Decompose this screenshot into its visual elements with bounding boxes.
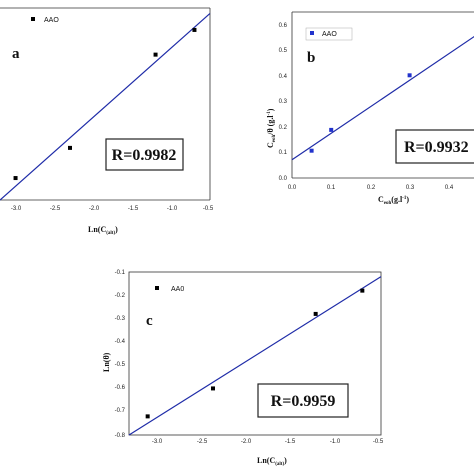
panel-c-r-box — [257, 383, 349, 418]
panel-b-ytick-5: 0.5 — [279, 48, 288, 54]
panel-a-xtick-1: -2.5 — [50, 206, 61, 212]
panel-a-data-point — [13, 176, 18, 181]
panel-c-axes — [128, 271, 382, 436]
panel-a-x-label: Ln(C(alt)) — [88, 225, 118, 236]
panel-c-annotation: R=0.9959 — [257, 383, 349, 418]
panel-a-axes — [0, 7, 211, 201]
panel-b-x-ticks: 0.0 0.1 0.2 0.3 0.4 — [288, 185, 454, 191]
panel-c-plot-area — [128, 276, 382, 436]
panel-b-fit-line — [291, 35, 474, 161]
panel-a-xtick-0: -3.0 — [11, 206, 22, 212]
panel-b-annotation: R=0.9932 — [395, 129, 474, 164]
panel-a-x-ticks: -3.0 -2.5 -2.0 -1.5 -1.0 -0.5 — [11, 206, 214, 212]
panel-a-legend: AAO — [31, 17, 59, 24]
panel-c-y-label: Ln(θ) — [102, 352, 111, 372]
panel-c-legend-marker — [155, 286, 159, 290]
panel-b-data-point — [407, 73, 412, 78]
panel-a-letter: a — [12, 46, 20, 62]
panel-b-data-point — [309, 148, 314, 153]
panel-c-ytick-4: -0.5 — [115, 362, 126, 368]
panel-b-xtick-3: 0.3 — [406, 185, 415, 191]
panel-b-y-ticks: 0.0 0.1 0.2 0.3 0.4 0.5 0.6 — [279, 23, 288, 182]
panel-a-xtick-4: -1.0 — [167, 206, 178, 212]
panel-a-xtick-3: -1.5 — [128, 206, 139, 212]
panel-b-ytick-6: 0.6 — [279, 23, 288, 29]
panel-a-xtick-2: -2.0 — [89, 206, 100, 212]
panel-a-annotation: R=0.9982 — [105, 138, 184, 171]
panel-a-legend-marker — [31, 17, 35, 21]
panel-b-ytick-1: 0.1 — [279, 150, 288, 156]
panel-c-xtick-0: -3.0 — [152, 439, 163, 445]
panel-c: c -3.0 -2.5 -2.0 -1.5 -1.0 -0.5 -0.1 -0.… — [102, 270, 384, 467]
panel-c-xtick-3: -1.5 — [285, 439, 296, 445]
panel-b-y-label: Ceoh/θ (g.l-1) — [266, 108, 277, 148]
panel-b-xtick-2: 0.2 — [367, 185, 376, 191]
panel-b-r-value: R=0.9932 — [404, 139, 469, 156]
panel-b-ytick-0: 0.0 — [279, 176, 288, 182]
panel-c-frame — [128, 271, 382, 436]
panel-a-data-point — [153, 52, 158, 57]
panel-c-data-point — [211, 386, 215, 391]
panel-b-letter: b — [307, 50, 315, 66]
panel-c-xtick-2: -2.0 — [241, 439, 252, 445]
panel-c-ytick-2: -0.3 — [115, 316, 126, 322]
panel-c-data-point — [313, 311, 318, 316]
panel-c-fit-line — [128, 276, 382, 436]
panel-c-ytick-0: -0.1 — [115, 270, 126, 276]
panel-c-ytick-6: -0.7 — [115, 408, 126, 414]
panel-b-xtick-4: 0.4 — [445, 185, 454, 191]
panel-b-legend-label: AAO — [322, 31, 337, 38]
panel-a-plot-area — [0, 13, 211, 201]
panel-a-data-point — [192, 27, 197, 32]
panel-b-axes — [291, 11, 474, 179]
panel-b-legend-marker — [310, 31, 314, 35]
panel-b-xtick-0: 0.0 — [288, 185, 297, 191]
panel-c-legend: AA0 — [155, 286, 184, 293]
panel-a-r-value: R=0.9982 — [112, 147, 177, 164]
panel-c-r-value: R=0.9959 — [271, 393, 336, 410]
panel-c-legend-label: AA0 — [171, 286, 184, 293]
panel-c-xtick-1: -2.5 — [197, 439, 208, 445]
panel-c-y-ticks: -0.1 -0.2 -0.3 -0.4 -0.5 -0.6 -0.7 -0.8 — [115, 270, 126, 439]
panel-a: a -3.0 -2.5 -2.0 -1.5 -1.0 -0.5 Ln(C(alt… — [0, 7, 214, 236]
panel-c-x-label: Ln(C(alt)) — [257, 456, 287, 467]
panel-b-x-label: Ceoh(g.l-1) — [378, 195, 409, 206]
panel-c-ytick-1: -0.2 — [115, 293, 126, 299]
panel-b: b 0.0 0.1 0.2 0.3 0.4 0.0 0.1 0.2 0.3 0.… — [266, 11, 474, 206]
panel-b-ytick-4: 0.4 — [279, 74, 288, 80]
panel-c-data-point — [360, 288, 365, 293]
panel-c-data-point — [145, 414, 150, 419]
panel-a-legend-label: AAO — [44, 17, 59, 24]
panel-b-r-box — [395, 129, 474, 164]
panel-b-legend-box — [305, 27, 353, 41]
panel-c-letter: c — [146, 313, 153, 329]
panel-a-data-point — [68, 145, 72, 150]
panel-c-x-ticks: -3.0 -2.5 -2.0 -1.5 -1.0 -0.5 — [152, 439, 384, 445]
panel-a-fit-line — [0, 13, 211, 201]
panel-b-data-point — [329, 127, 334, 132]
panel-b-ytick-2: 0.2 — [279, 125, 288, 131]
panel-b-ytick-3: 0.3 — [279, 99, 288, 105]
panel-b-legend: AAO — [305, 27, 353, 41]
panel-c-xtick-4: -1.0 — [330, 439, 341, 445]
panel-a-xtick-5: -0.5 — [203, 206, 214, 212]
panel-c-ytick-7: -0.8 — [115, 433, 126, 439]
panel-c-ytick-3: -0.4 — [115, 339, 126, 345]
panel-a-r-box — [105, 138, 184, 171]
panel-c-ytick-5: -0.6 — [115, 385, 126, 391]
panel-c-xtick-5: -0.5 — [373, 439, 384, 445]
panel-b-plot-area — [291, 35, 474, 161]
panel-b-xtick-1: 0.1 — [327, 185, 336, 191]
